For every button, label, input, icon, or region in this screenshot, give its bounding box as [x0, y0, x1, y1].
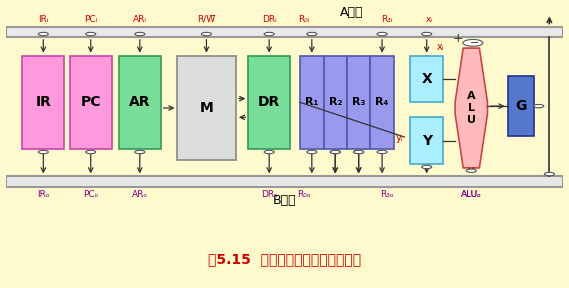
Text: ALUₒ: ALUₒ [461, 190, 482, 199]
Circle shape [38, 150, 48, 154]
Bar [410, 118, 443, 164]
Text: PCᵢ: PCᵢ [84, 15, 97, 24]
Circle shape [466, 169, 476, 173]
Text: PCₒ: PCₒ [83, 190, 98, 199]
Circle shape [354, 150, 364, 154]
Text: G: G [516, 99, 527, 113]
Circle shape [86, 150, 96, 154]
Circle shape [264, 150, 274, 154]
Circle shape [377, 150, 387, 154]
Bar [508, 76, 534, 136]
Bar [6, 26, 563, 37]
Circle shape [307, 32, 317, 36]
Bar [178, 56, 236, 160]
Circle shape [330, 150, 340, 154]
Text: A总线: A总线 [340, 6, 363, 19]
Text: R₀ᵢ: R₀ᵢ [298, 15, 309, 24]
Text: PC: PC [80, 95, 101, 109]
Bar [300, 56, 324, 149]
Circle shape [86, 32, 96, 36]
Bar [248, 56, 290, 149]
Circle shape [135, 150, 145, 154]
Text: +: + [453, 32, 464, 45]
Bar [410, 56, 443, 103]
Bar [119, 56, 160, 149]
Text: R₁: R₁ [305, 97, 319, 107]
Text: ARᵢ: ARᵢ [133, 15, 147, 24]
Text: xᵢ: xᵢ [437, 42, 444, 52]
Text: B总线: B总线 [273, 194, 296, 207]
Text: X: X [421, 72, 432, 86]
Text: A
L
U: A L U [467, 91, 476, 125]
Text: DRᵢ: DRᵢ [262, 15, 277, 24]
Bar [370, 56, 394, 149]
Circle shape [463, 39, 483, 46]
Bar [347, 56, 370, 149]
Text: R₄: R₄ [376, 97, 389, 107]
Circle shape [201, 32, 212, 36]
Text: IRₒ: IRₒ [37, 190, 50, 199]
Polygon shape [455, 48, 488, 168]
Circle shape [534, 105, 544, 108]
Text: R/W̅: R/W̅ [197, 15, 216, 24]
Text: R₃: R₃ [352, 97, 365, 107]
Text: yᵢ: yᵢ [395, 133, 403, 143]
Circle shape [135, 32, 145, 36]
Circle shape [264, 32, 274, 36]
Bar [22, 56, 64, 149]
Text: R₃ᵢ: R₃ᵢ [381, 15, 392, 24]
Circle shape [422, 165, 432, 169]
Bar [70, 56, 112, 149]
Circle shape [307, 150, 317, 154]
Circle shape [545, 173, 554, 176]
Circle shape [422, 32, 432, 36]
Text: R₀ₒ: R₀ₒ [296, 190, 310, 199]
Bar [324, 56, 347, 149]
Text: 图5.15  双总线结构机器的数据通路: 图5.15 双总线结构机器的数据通路 [208, 252, 361, 266]
Circle shape [330, 150, 340, 154]
Bar [6, 176, 563, 187]
Text: DR: DR [258, 95, 281, 109]
Text: IR: IR [35, 95, 51, 109]
Text: ARₒ: ARₒ [132, 190, 148, 199]
Circle shape [354, 150, 364, 154]
Text: M: M [200, 101, 213, 115]
Text: R₃ₒ: R₃ₒ [380, 190, 393, 199]
Text: AR: AR [129, 95, 151, 109]
Text: DRₒ: DRₒ [261, 190, 278, 199]
Text: IRᵢ: IRᵢ [38, 15, 48, 24]
Circle shape [38, 32, 48, 36]
Text: ALUₒ: ALUₒ [461, 190, 482, 199]
Text: R₂: R₂ [328, 97, 342, 107]
Text: −: − [470, 38, 479, 48]
Text: xᵢ: xᵢ [426, 15, 433, 24]
Text: Y: Y [422, 134, 432, 148]
Circle shape [377, 32, 387, 36]
